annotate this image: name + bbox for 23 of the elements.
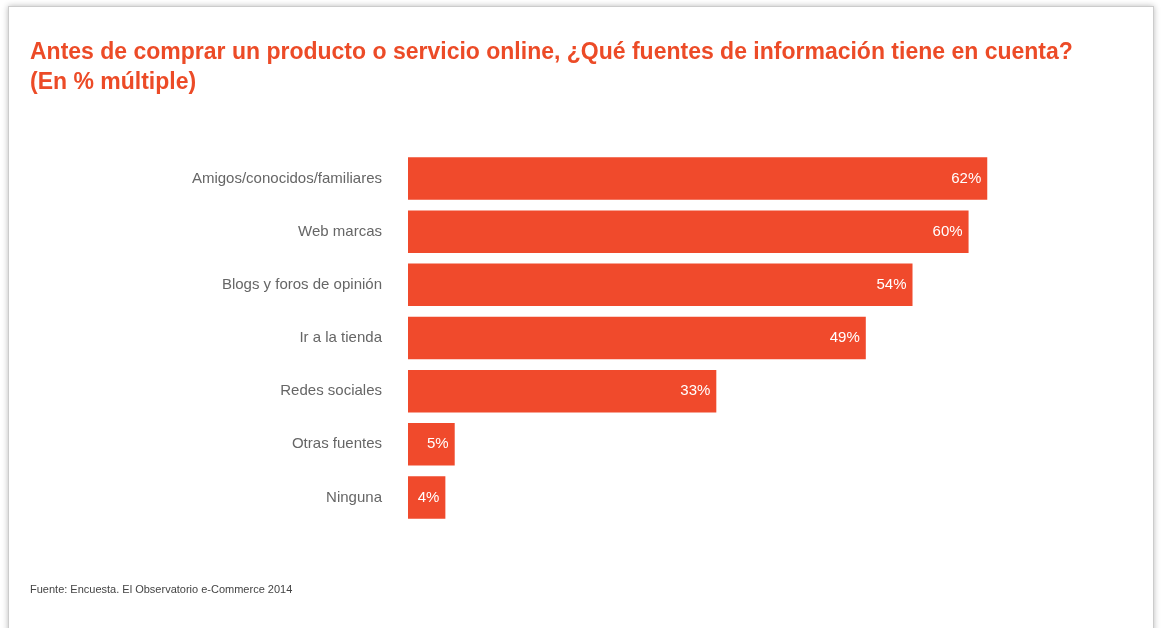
y-tick-label: Web marcas (298, 221, 382, 239)
y-tick-label: Ir a la tienda (299, 328, 383, 346)
bar (408, 423, 455, 466)
data-label: 60% (932, 221, 963, 239)
y-tick-label: Ninguna (326, 487, 383, 505)
y-tick-label: Amigos/conocidos/familiares (191, 168, 382, 186)
data-label: 5% (427, 434, 449, 452)
data-label: 62% (951, 168, 982, 186)
bar (408, 157, 988, 200)
bar (408, 210, 969, 253)
bar (408, 316, 866, 360)
data-label: 49% (829, 328, 860, 346)
source-note: Fuente: Encuesta. El Observatorio e-Commerce 2014 (30, 583, 293, 595)
y-tick-label: Blogs y foros de opinión (221, 275, 382, 292)
data-label: 33% (680, 381, 711, 399)
y-tick-label: Otras fuentes (291, 434, 382, 452)
y-tick-label: Redes sociales (280, 381, 382, 399)
bar (408, 369, 717, 413)
bar (408, 263, 913, 307)
bar (408, 476, 446, 519)
data-label: 4% (417, 487, 440, 505)
data-label: 54% (876, 275, 907, 292)
chart-title: Antes de comprar un producto o servicio online, ¿Qué fuentes de información tiene en cuenta? (En % múltiple) (30, 37, 1074, 96)
